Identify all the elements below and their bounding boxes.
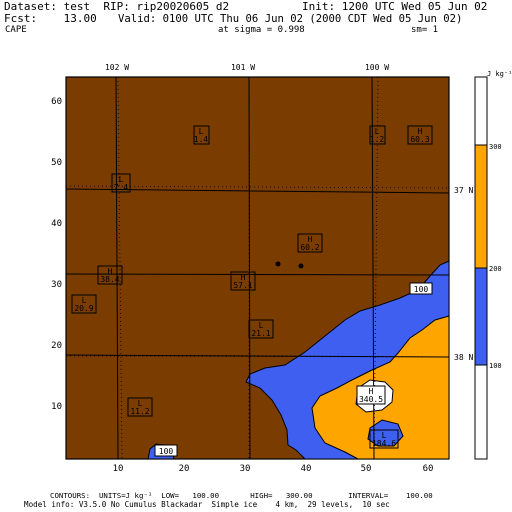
extremum-type: H — [369, 387, 374, 396]
x-axis: 10 20 30 40 50 60 — [113, 464, 434, 474]
footer-model-info: Model info: V3.5.0 No Cumulus Blackadar … — [24, 500, 390, 509]
y-tick-label: 30 — [51, 280, 62, 290]
x-tick-label: 20 — [179, 464, 190, 474]
x-tick-label: 40 — [301, 464, 312, 474]
header-field: CAPE — [5, 25, 27, 35]
extremum-value: 7.4 — [114, 183, 129, 192]
y-tick-label: 60 — [51, 97, 62, 107]
extremum-type: H — [241, 273, 246, 282]
y-tick-label: 40 — [51, 219, 62, 229]
extremum-type: L — [138, 399, 143, 408]
colorbar-unit: J kg⁻¹ — [487, 70, 512, 78]
header-sigma: at sigma = 0.998 — [218, 25, 305, 35]
x-tick-label: 50 — [361, 464, 372, 474]
extremum-value: 60.3 — [410, 135, 429, 144]
latitude-label: 38 N — [454, 353, 473, 362]
colorbar: J kg⁻¹ 300 200 100 — [474, 70, 512, 460]
latitude-label: 37 N — [454, 186, 473, 195]
extremum-value: 1.4 — [194, 135, 209, 144]
extremum-value: 20.9 — [74, 304, 93, 313]
contour-label: 100 — [159, 447, 174, 456]
y-axis: 10 20 30 40 50 60 — [51, 97, 62, 412]
x-tick-label: 30 — [240, 464, 251, 474]
header-valid: Valid: 0100 UTC Thu 06 Jun 02 (2000 CDT … — [118, 13, 463, 25]
y-tick-label: 50 — [51, 158, 62, 168]
extremum-value: 11.2 — [130, 407, 149, 416]
footer-contours: CONTOURS: UNITS=J kg⁻¹ LOW= 100.00 HIGH=… — [50, 491, 433, 500]
extremum-type: L — [119, 175, 124, 184]
extremum-type: L — [199, 127, 204, 136]
colorbar-label: 200 — [489, 265, 502, 273]
extremum-type: L — [382, 431, 387, 440]
extremum-type: H — [308, 235, 313, 244]
longitude-label: 101 W — [231, 63, 255, 72]
longitude-label: 102 W — [105, 63, 129, 72]
contour-labels: 100 100 — [154, 282, 433, 457]
contour-label: 100 — [414, 285, 429, 294]
extremum-value: 38.4 — [100, 275, 119, 284]
y-tick-label: 20 — [51, 341, 62, 351]
header-sm: sm= 1 — [411, 25, 439, 35]
x-tick-label: 60 — [423, 464, 434, 474]
y-tick-label: 10 — [51, 402, 62, 412]
extremum-type: L — [375, 127, 380, 136]
header-init: Init: 1200 UTC Wed 05 Jun 02 — [302, 0, 488, 13]
longitude-label: 100 W — [365, 63, 389, 72]
extremum-value: 21.1 — [251, 329, 270, 338]
extrema-labels: L 1.4 L 1.2 H 60.3 L 7.4 H 60.2 H 38.4 H… — [71, 125, 433, 449]
x-tick-label: 10 — [113, 464, 124, 474]
extremum-type: H — [108, 267, 113, 276]
colorbar-label: 300 — [489, 143, 502, 151]
station-marker — [298, 263, 304, 269]
extremum-type: L — [82, 296, 87, 305]
extremum-value: 340.5 — [359, 395, 383, 404]
extremum-value: 184.6 — [372, 439, 396, 448]
header-dataset: Dataset: test RIP: rip20020605 d2 — [4, 0, 230, 13]
extremum-type: L — [259, 321, 264, 330]
header-fcst: Fcst: 13.00 — [4, 12, 97, 25]
extremum-type: H — [418, 127, 423, 136]
station-marker — [275, 261, 281, 267]
extremum-value: 57.1 — [233, 281, 252, 290]
extremum-value: 60.2 — [300, 243, 319, 252]
extremum-value: 1.2 — [370, 135, 385, 144]
colorbar-label: 100 — [489, 362, 502, 370]
